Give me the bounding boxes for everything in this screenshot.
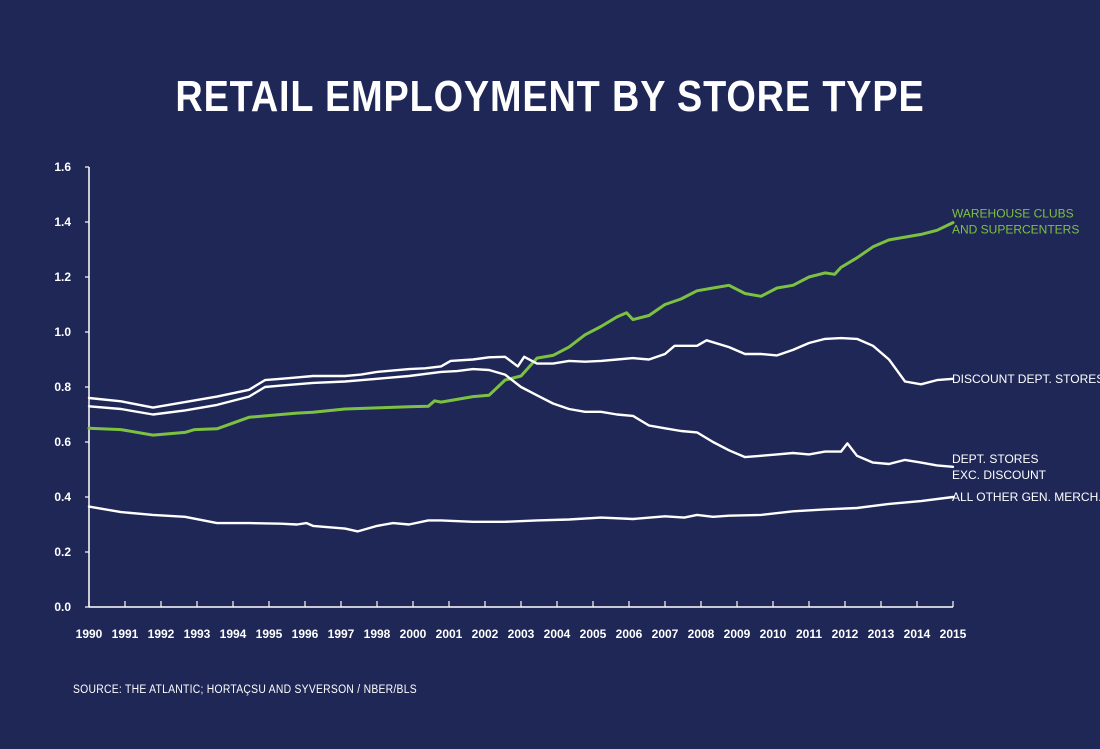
y-tick-label: 1.6 — [54, 160, 71, 174]
x-tick-label: 2006 — [616, 627, 643, 641]
series-line-dept-stores-exc-discount — [87, 367, 955, 468]
y-tick-label: 0.6 — [54, 435, 71, 449]
source-note: SOURCE: THE ATLANTIC; HORTAÇSU AND SYVER… — [73, 684, 417, 696]
x-tick-label: 2015 — [940, 627, 967, 641]
x-tick-label: 1994 — [220, 627, 247, 641]
series-label-line: ALL OTHER GEN. MERCH. — [952, 490, 1100, 504]
series-label-line: AND SUPERCENTERS — [952, 223, 1079, 237]
x-tick-label: 1996 — [292, 627, 319, 641]
x-tick-label: 1991 — [112, 627, 139, 641]
x-tick-label: 2013 — [868, 627, 895, 641]
x-tick-label: 2007 — [652, 627, 679, 641]
x-tick-label: 2001 — [436, 627, 463, 641]
series-label-line: DISCOUNT DEPT. STORES — [952, 372, 1100, 386]
y-tick-label: 0.2 — [54, 545, 71, 559]
x-tick-label: 1997 — [328, 627, 355, 641]
series-label: DEPT. STORES EXC. DISCOUNT — [952, 452, 1047, 482]
x-tick-label: 1993 — [184, 627, 211, 641]
series-line-all-other-gen-merch — [87, 495, 955, 533]
x-tick-label: 2010 — [760, 627, 787, 641]
y-tick-label: 1.2 — [54, 270, 71, 284]
x-tick-label: 2000 — [400, 627, 427, 641]
series-labels: WAREHOUSE CLUBS AND SUPERCENTERS DISCOUNT … — [952, 207, 1100, 504]
x-tick-label: 1990 — [76, 627, 103, 641]
x-tick-label: 2004 — [544, 627, 571, 641]
y-tick-label: 0.4 — [54, 490, 71, 504]
series-label-line: WAREHOUSE CLUBS — [952, 207, 1074, 221]
x-tick-label: 1992 — [148, 627, 175, 641]
x-tick-label: 1995 — [256, 627, 283, 641]
series-line-discount-dept-stores — [87, 336, 955, 409]
x-tick-label: 2011 — [796, 627, 822, 641]
x-tick-label: 2009 — [724, 627, 751, 641]
series-line-warehouse-clubs-and-supercenters — [87, 221, 955, 437]
chart-axes: 0.0 0.2 0.4 0.6 0.8 1.0 1.2 1.4 1.6 1990 1991 1992 1… — [54, 160, 966, 641]
series-label-line: DEPT. STORES — [952, 452, 1038, 466]
chart-series — [87, 221, 955, 533]
series-label: ALL OTHER GEN. MERCH. — [952, 490, 1100, 504]
y-tick-label: 0.8 — [54, 380, 71, 394]
x-tick-label: 2002 — [472, 627, 499, 641]
y-tick-label: 1.0 — [54, 325, 71, 339]
y-tick-label: 0.0 — [54, 600, 71, 614]
series-label: DISCOUNT DEPT. STORES — [952, 372, 1100, 386]
x-tick-label: 2014 — [904, 627, 931, 641]
x-tick-label: 2003 — [508, 627, 535, 641]
series-label-line: EXC. DISCOUNT — [952, 468, 1047, 482]
series-label: WAREHOUSE CLUBS AND SUPERCENTERS — [952, 207, 1079, 237]
y-tick-label: 1.4 — [54, 215, 71, 229]
x-tick-label: 2012 — [832, 627, 859, 641]
x-tick-label: 2005 — [580, 627, 607, 641]
chart-title: RETAIL EMPLOYMENT BY STORE TYPE — [175, 72, 925, 121]
x-tick-label: 2008 — [688, 627, 715, 641]
x-tick-label: 1998 — [364, 627, 391, 641]
